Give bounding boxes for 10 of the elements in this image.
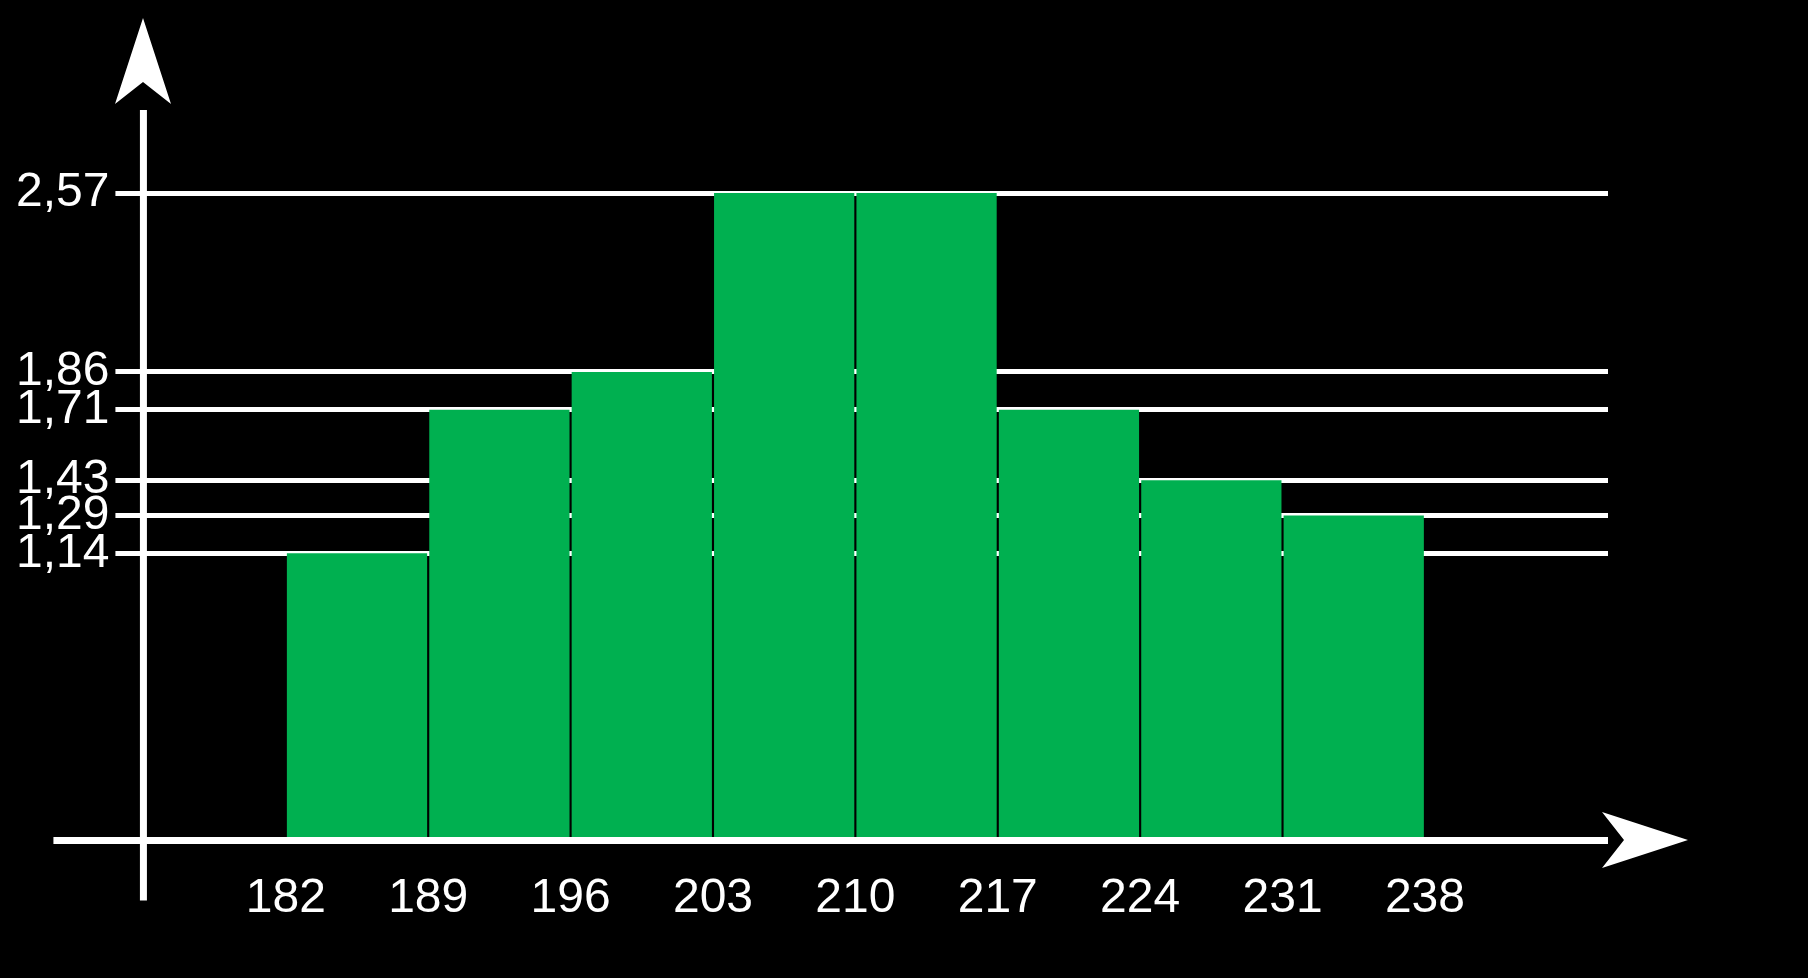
x-tick-label: 196 — [530, 869, 611, 923]
x-tick-label: 203 — [672, 869, 754, 923]
x-tick-label: 210 — [815, 869, 896, 923]
x-tick-label: 231 — [1242, 869, 1323, 923]
x-tick-label: 182 — [245, 869, 326, 923]
x-tick-label: 238 — [1384, 869, 1465, 923]
x-tick-label: 189 — [388, 869, 469, 923]
x-tick-label: 224 — [1100, 869, 1181, 923]
y-tick-label: 2,57 — [16, 163, 110, 217]
x-tick-label: 217 — [957, 869, 1038, 923]
